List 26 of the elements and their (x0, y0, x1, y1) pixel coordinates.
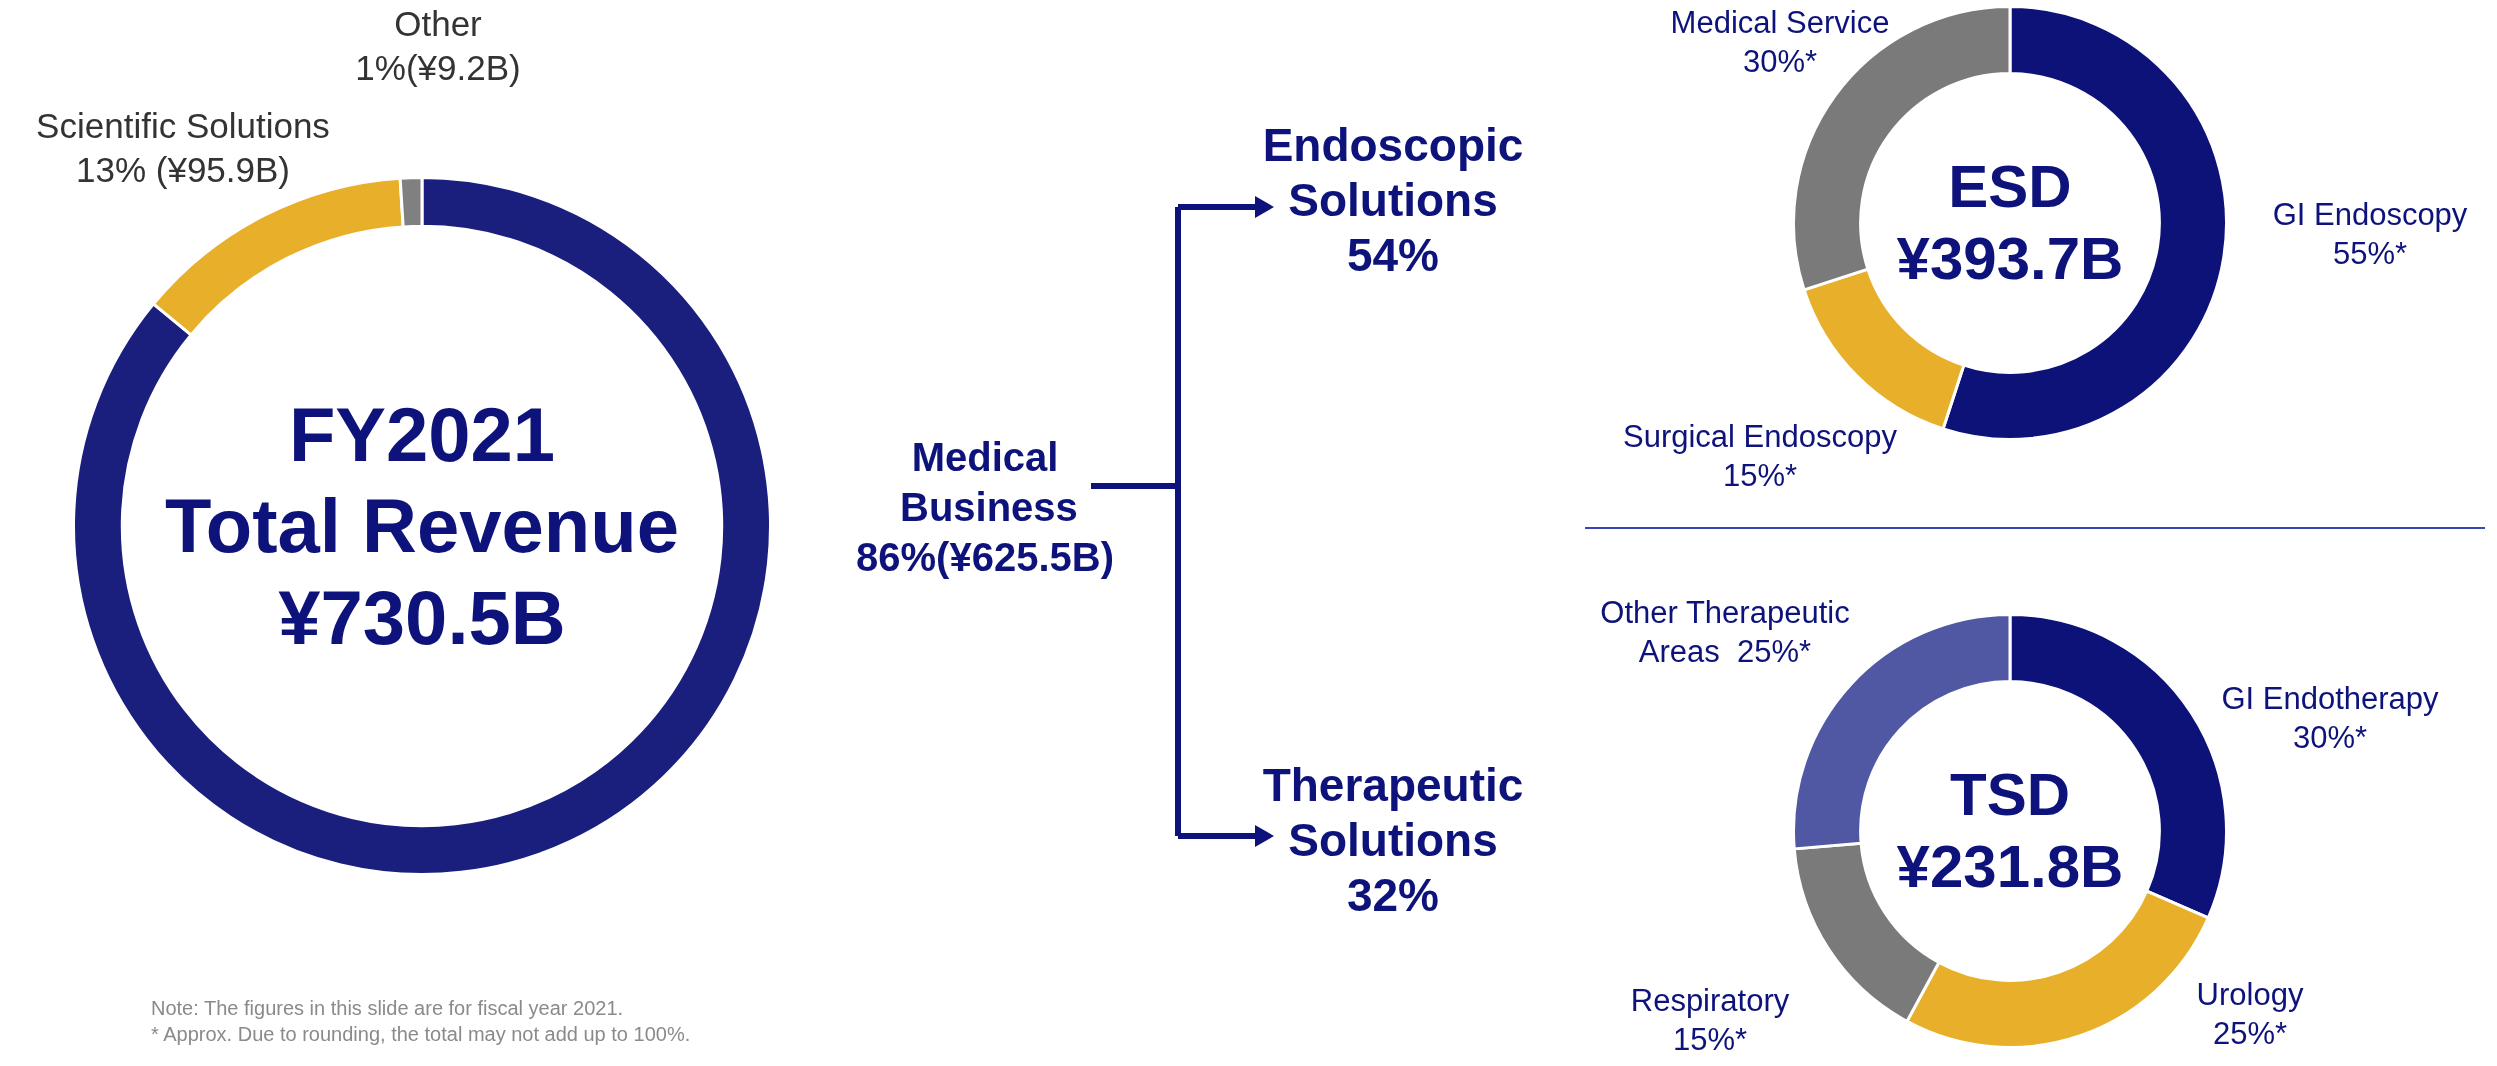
slice-label: GI Endotherapy (2221, 681, 2439, 716)
data-label: 1%(¥9.2B) (355, 47, 521, 87)
text: * Approx. Due to rounding, the total may not add up to 100%. (151, 1022, 691, 1047)
text: ESD ¥393.7B (1896, 153, 2124, 292)
data-label: 15%* (1722, 457, 1798, 493)
data-label: 15%* (1672, 1021, 1748, 1057)
text: Note: The figures in this slide are for fiscal year 2021. (151, 996, 625, 1021)
text: TSD ¥231.8B (1896, 761, 2124, 900)
data-label: 25%* (2212, 1015, 2288, 1051)
slice-label: Surgical Endoscopy (1623, 419, 1897, 454)
slice-label: Urology (2196, 977, 2304, 1012)
slice-label: Other (394, 4, 482, 43)
data-label: 13% (¥95.9B) (75, 149, 291, 189)
text: Therapeutic Solutions 32% (1261, 758, 1525, 924)
legend-label: Medical Business (900, 434, 1078, 531)
text: Endoscopic Solutions 54% (1261, 118, 1525, 284)
slice-label: GI Endoscopy (2272, 197, 2468, 232)
data-label: 86%(¥625.5B) (855, 534, 1115, 581)
data-label: 55%* (2332, 235, 2408, 271)
data-label: 30%* (2292, 719, 2368, 755)
data-label: 30%* (1742, 43, 1818, 79)
slice-label: Medical Service (1670, 5, 1890, 40)
text: FY2021 Total Revenue ¥730.5B (165, 392, 679, 660)
slice-label: Other Therapeutic Areas 25%* (1599, 594, 1851, 671)
slice-label: Respiratory (1630, 983, 1790, 1018)
slice-label: Scientific Solutions (36, 106, 330, 145)
